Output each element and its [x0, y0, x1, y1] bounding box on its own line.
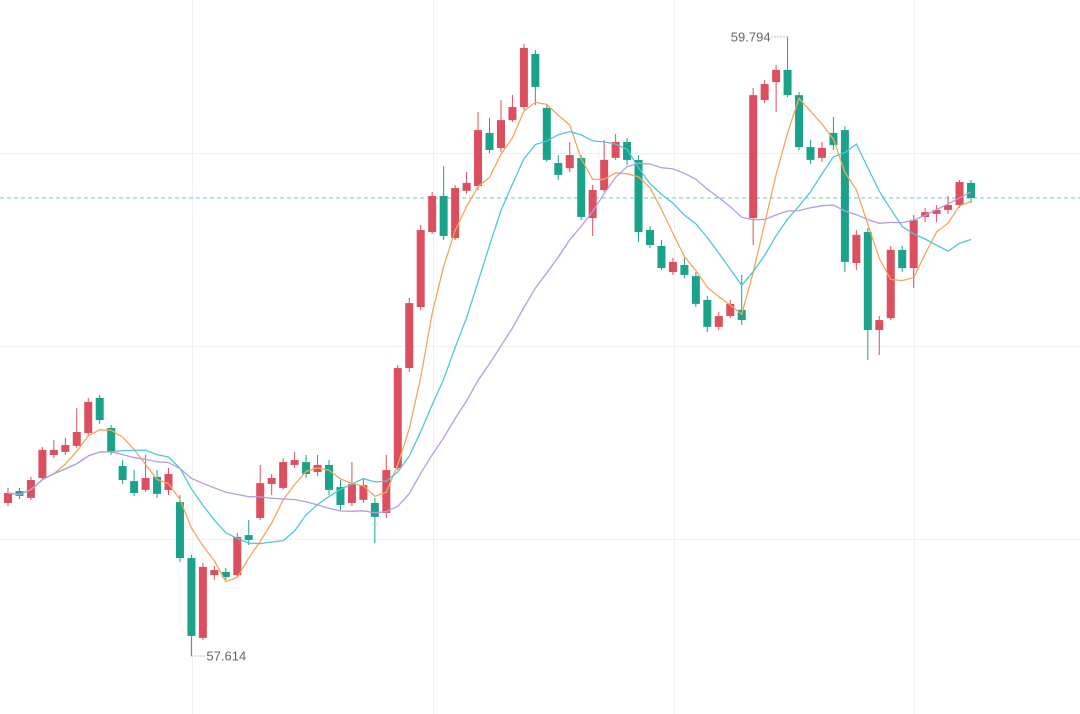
candle-body: [474, 130, 483, 187]
candle-body: [519, 47, 528, 108]
moving-average: [7, 130, 972, 545]
candle-body: [691, 276, 700, 304]
candle-body: [554, 163, 563, 175]
candle-body: [336, 487, 345, 505]
candle-body: [623, 142, 632, 160]
candle-body: [405, 303, 414, 369]
high-label: 59.794: [731, 29, 771, 44]
candle-body: [290, 460, 299, 465]
candle-body: [313, 464, 322, 473]
candle-body: [783, 69, 792, 96]
candle-body: [256, 483, 265, 519]
candle-body: [967, 182, 975, 198]
candle-body: [153, 476, 162, 494]
candle-body: [749, 95, 758, 219]
candle-body: [863, 232, 872, 331]
candle-body: [61, 445, 70, 452]
candle-body: [668, 261, 677, 273]
candle-body: [485, 132, 494, 150]
candle-body: [451, 188, 460, 238]
candle-body: [772, 69, 781, 83]
candle-body: [817, 147, 826, 158]
low-label: 57.614: [206, 648, 246, 663]
candle-body: [898, 249, 907, 269]
candle-body: [416, 230, 425, 308]
candle-body: [955, 182, 964, 206]
candle-body: [107, 428, 116, 452]
candle-body: [646, 230, 654, 246]
candle-body: [496, 120, 505, 148]
candle-body: [187, 558, 196, 636]
candle-body: [760, 84, 769, 100]
candle-body: [657, 245, 666, 269]
candle-body: [210, 570, 219, 576]
candle-body: [38, 449, 47, 478]
moving-average: [7, 97, 972, 583]
candle-body: [221, 571, 230, 578]
candle-body: [359, 485, 368, 500]
candle-body: [72, 431, 81, 446]
candle-body: [795, 95, 804, 148]
candles: [4, 36, 975, 657]
candle-body: [944, 205, 953, 210]
candle-body: [439, 195, 448, 237]
candle-body: [703, 299, 712, 327]
candle-body: [428, 195, 437, 233]
candle-body: [84, 401, 93, 434]
candle-body: [542, 107, 551, 160]
candle-body: [4, 493, 12, 503]
candle-body: [462, 182, 471, 191]
candle-body: [118, 466, 127, 480]
candle-body: [164, 474, 173, 490]
candle-body: [840, 130, 849, 262]
candle-body: [130, 481, 139, 494]
candle-body: [244, 535, 253, 540]
candle-body: [875, 320, 884, 331]
candle-body: [611, 142, 620, 158]
candle-body: [233, 537, 242, 576]
candle-body: [198, 566, 207, 638]
candle-body: [49, 449, 58, 455]
candle-body: [95, 397, 104, 421]
candle-body: [325, 464, 333, 490]
candle-body: [886, 249, 895, 319]
candle-body: [714, 316, 723, 327]
candle-body: [588, 190, 597, 219]
candle-body: [577, 157, 586, 217]
candle-body: [370, 502, 379, 517]
candle-body: [302, 462, 311, 475]
candle-body: [932, 209, 941, 214]
candle-body: [279, 462, 288, 488]
candle-body: [141, 477, 150, 490]
candle-body: [15, 491, 24, 496]
moving-average: [7, 162, 972, 514]
candle-body: [909, 220, 918, 269]
candle-body: [806, 147, 815, 160]
candle-body: [175, 502, 184, 559]
candle-body: [267, 477, 276, 484]
candle-body: [634, 159, 643, 233]
candle-body: [680, 264, 689, 275]
candle-body: [600, 159, 609, 191]
candle-body: [508, 107, 517, 121]
candle-body: [531, 53, 540, 87]
candle-body: [565, 155, 574, 169]
candle-body: [347, 483, 356, 503]
candle-body: [393, 368, 402, 469]
candle-body: [852, 234, 861, 263]
candle-body: [921, 212, 930, 217]
candle-body: [726, 303, 735, 317]
